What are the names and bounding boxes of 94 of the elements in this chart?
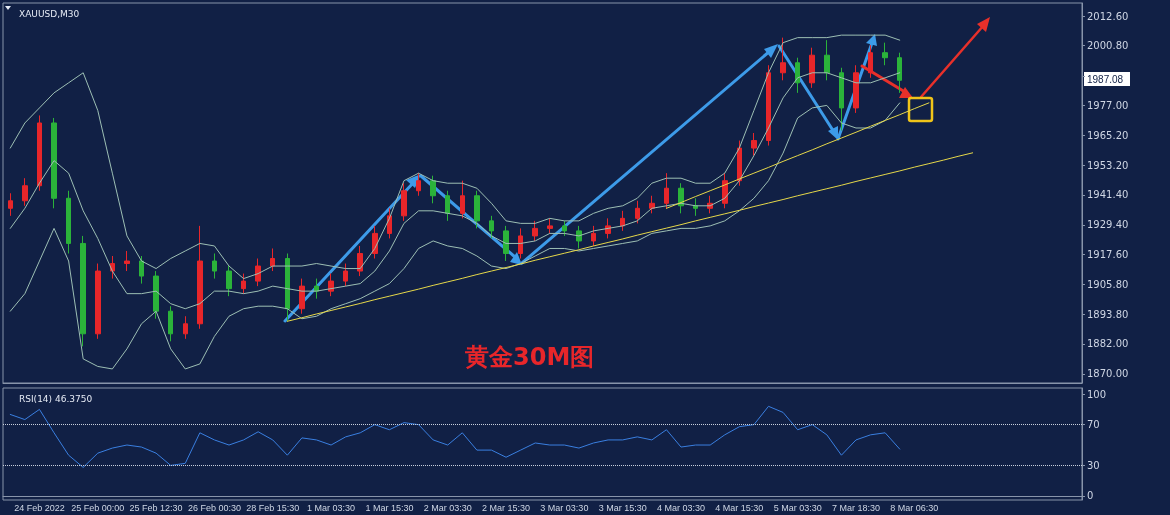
text: RSI(14) 46.3750: [19, 393, 93, 404]
candlestick: [620, 210, 625, 232]
candlestick: [460, 180, 465, 219]
candlestick: [474, 190, 480, 229]
line-series: [9, 34, 901, 280]
x-tick-label: 4 Mar 15:30: [715, 502, 764, 513]
candlestick: [226, 265, 232, 297]
x-tick-label: 25 Feb 00:00: [71, 502, 125, 513]
candlestick: [124, 250, 130, 272]
candlestick: [66, 190, 71, 254]
y-tick-label: 0: [1087, 490, 1094, 502]
x-tick-label: 3 Mar 03:30: [540, 502, 589, 513]
candlestick: [328, 273, 334, 297]
x-tick-label: 1 Mar 03:30: [307, 502, 356, 513]
x-tick-label: 2 Mar 03:30: [423, 502, 472, 513]
x-tick-label: 8 Mar 06:30: [890, 502, 939, 513]
x-tick-label: 26 Feb 00:30: [187, 502, 241, 513]
candlestick: [489, 215, 494, 239]
candlestick: [839, 67, 844, 131]
candlestick: [168, 305, 173, 342]
candlestick: [649, 195, 655, 214]
y-tick-label: 1870.00: [1087, 368, 1129, 380]
y-tick-label: 1977.00: [1087, 99, 1129, 111]
candlestick: [445, 190, 450, 222]
candlestick: [780, 37, 786, 81]
y-tick-label: 100: [1087, 388, 1107, 400]
y-tick-label: 1905.80: [1087, 278, 1129, 290]
y-tick-label: 1917.60: [1087, 248, 1129, 260]
candlestick: [80, 235, 86, 347]
y-tick-label: 1929.40: [1087, 219, 1129, 231]
candlestick: [824, 39, 830, 81]
x-tick-label: 3 Mar 15:30: [598, 502, 647, 513]
candlestick: [357, 245, 363, 277]
y-tick-label: 1882.00: [1087, 338, 1129, 350]
x-tick-label: 4 Mar 03:30: [657, 502, 706, 513]
y-tick-label: 2012.60: [1087, 10, 1129, 22]
candlestick: [51, 117, 57, 209]
x-tick-label: 1 Mar 15:30: [365, 502, 414, 513]
y-tick-label: 2000.80: [1087, 40, 1129, 52]
x-tick-label: 7 Mar 18:30: [831, 502, 881, 513]
candlestick: [270, 247, 275, 272]
candlestick: [430, 175, 436, 204]
candlestick: [37, 114, 42, 192]
x-tick-label: 2 Mar 15:30: [482, 502, 531, 513]
candlestick: [547, 217, 553, 234]
x-tick-label: 25 Feb 12:30: [129, 502, 183, 513]
candlestick: [503, 225, 509, 262]
x-tick-label: 24 Feb 2022: [14, 502, 65, 513]
candlestick: [153, 270, 159, 320]
candlestick: [401, 182, 407, 222]
x-tick-label: 5 Mar 03:30: [773, 502, 822, 513]
y-tick-label: 70: [1087, 419, 1100, 431]
annotation: 黄金30M图: [464, 343, 595, 371]
y-tick-label: 1893.80: [1087, 308, 1129, 320]
candlestick: [139, 255, 144, 285]
text: XAUUSD,M30: [19, 8, 80, 19]
candlestick: [387, 207, 392, 239]
line-series: [286, 152, 974, 322]
text: 1987.08: [1087, 73, 1124, 85]
candlestick: [255, 258, 261, 287]
candlestick: [664, 172, 669, 209]
candlestick: [591, 225, 596, 247]
candlestick: [95, 263, 101, 340]
candlestick: [314, 278, 319, 300]
line-series: [9, 405, 901, 468]
candlestick: [22, 177, 28, 207]
candlestick: [795, 57, 800, 94]
candlestick: [882, 42, 888, 66]
candlestick: [285, 252, 290, 322]
candlestick: [737, 140, 742, 187]
candlestick: [532, 220, 538, 242]
candlestick: [562, 220, 567, 237]
candlestick: [416, 172, 421, 197]
candlestick: [693, 197, 698, 217]
candlestick: [343, 263, 348, 287]
candlestick: [635, 200, 640, 224]
y-tick-label: 30: [1087, 459, 1100, 471]
x-tick-label: 28 Feb 15:30: [246, 502, 300, 513]
candlestick: [853, 64, 859, 114]
candlestick: [183, 315, 188, 340]
candlestick: [809, 47, 815, 89]
y-tick-label: 1953.20: [1087, 159, 1129, 171]
candlestick: [212, 252, 217, 280]
candlestick: [241, 273, 246, 295]
candlestick: [299, 278, 305, 315]
candlestick: [751, 132, 757, 157]
candlestick: [8, 192, 13, 217]
candlestick: [197, 225, 203, 330]
candlestick: [110, 255, 115, 280]
candlestick: [766, 64, 771, 147]
y-tick-label: 1941.40: [1087, 189, 1129, 201]
line-series: [9, 102, 901, 370]
candlestick: [518, 227, 523, 260]
y-tick-label: 1965.20: [1087, 129, 1129, 141]
